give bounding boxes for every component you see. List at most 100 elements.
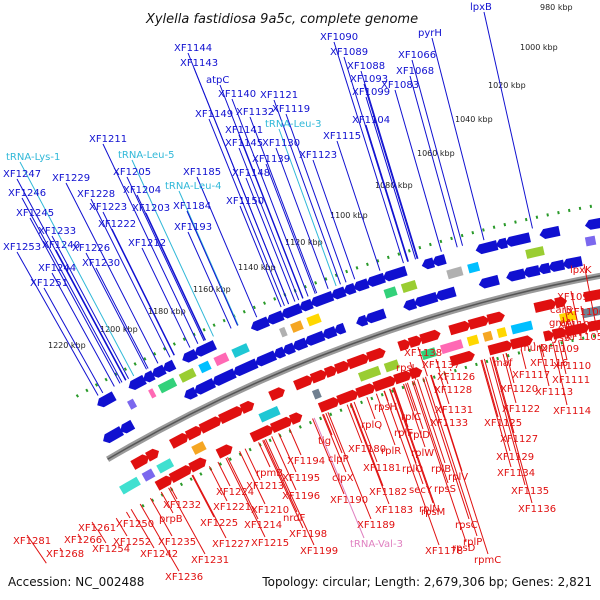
leader-top-10 [365,124,409,262]
leader-top-43 [111,228,175,356]
bottom-label-xf1268: XF1268 [46,549,84,560]
tick-label-4: 1060 kbp [417,149,455,158]
bottom-label-xf1114: XF1114 [553,406,591,417]
leader-top-8 [365,96,417,260]
leader-bottom-3 [580,305,588,335]
top-label-atpc: atpC [206,75,229,86]
leader-top-52 [43,287,104,394]
leader-bottom-57 [491,356,533,504]
backbone-core [107,275,600,460]
leader-bottom-88 [139,503,180,572]
bottom-label-trna-val-3: tRNA-Val-3 [350,539,403,550]
leader-bottom-85 [383,390,440,546]
leader-bottom-74 [411,380,467,543]
bottom-label-xf1125: XF1125 [484,418,522,429]
leader-bottom-4 [562,316,569,339]
top-label-xf1115: XF1115 [323,131,361,142]
leader-bottom-77 [192,474,227,539]
leader-top-51 [51,272,115,387]
top-label-xf1246: XF1246 [8,188,46,199]
leader-top-12 [312,159,356,280]
bottom-label-nrdf: nrdF [283,513,306,524]
leader-top-48 [141,247,191,348]
tick-label-12: 1220 kbp [48,341,86,350]
topology-text: Topology: circular; Length: 2,679,306 bp… [261,575,592,589]
bottom-label-rpln: rplN [419,504,440,515]
bottom-label-xf1281: XF1281 [13,536,51,547]
top-label-xf1253: XF1253 [3,242,41,253]
leader-bottom-76 [77,533,83,540]
bottom-label-xf1215: XF1215 [251,538,289,549]
top-label-trna-lys-1: tRNA-Lys-1 [6,152,60,163]
leader-bottom-69 [422,377,470,520]
leader-bottom-33 [322,413,333,436]
tick-label-2: 1020 kbp [488,81,526,90]
accession-text: Accession: NC_002488 [8,575,144,589]
forward-genes-inner [103,256,583,444]
leader-top-6 [360,70,419,259]
leader-bottom-86 [168,487,206,555]
bottom-label-tig: tig [318,436,331,447]
bottom-label-rpld: rplD [409,430,430,441]
leader-bottom-58 [169,486,178,500]
leader-bottom-15 [558,340,567,375]
leader-top-26 [245,177,296,302]
bottom-label-rpsc: rpsC [455,520,478,531]
bottom-label-rplw: rplW [411,448,434,459]
bottom-label-xf1095: XF1095 [557,292,595,303]
bottom-label-rpsh: rpsH [374,402,397,413]
top-label-xf1244: XF1244 [38,263,76,274]
leader-bottom-1 [570,290,581,336]
leader-bottom-19 [538,344,550,387]
top-label-xf1119: XF1119 [272,104,310,115]
bottom-label-xf1129: XF1129 [496,452,534,463]
top-label-xf1184: XF1184 [173,201,211,212]
tick-label-11: 1200 kbp [100,325,138,334]
leader-bottom-45 [258,442,271,468]
leader-bottom-53 [244,448,261,481]
leader-top-32 [239,205,282,308]
bottom-label-rpmb: rpmB [256,468,283,479]
leader-bottom-47 [322,414,347,473]
bottom-label-xf1252: XF1252 [113,537,151,548]
tick-label-9: 1160 kbp [193,285,231,294]
leader-top-4 [333,41,404,264]
forward-genes-track [97,217,600,408]
leader-bottom-28 [481,359,499,418]
leader-bottom-78 [225,457,266,538]
bottom-label-rpsd: rpsD [452,543,476,554]
map-title: Xylella fastidiosa 9a5c, complete genome [145,12,418,27]
bottom-label-rplo: rplO [402,464,423,475]
tick-label-1: 1000 kbp [520,43,558,52]
leader-bottom-50 [413,380,449,484]
bottom-label-xf1196: XF1196 [282,491,320,502]
bottom-label-xf1110: XF1110 [553,361,591,372]
bottom-label-xf1135: XF1135 [511,486,549,497]
leader-top-17 [193,67,290,305]
leader-bottom-61 [349,403,390,505]
leader-top-7 [363,83,418,259]
leader-bottom-66 [227,456,259,520]
leader-bottom-87 [430,374,489,555]
bottom-label-rpsm: rpsM [421,507,445,518]
bottom-label-xf1231: XF1231 [191,555,229,566]
leader-top-41 [186,210,239,326]
bottom-label-xf1182: XF1182 [369,487,407,498]
bottom-label-secy: secY [409,485,433,496]
leader-bottom-41 [288,428,302,456]
top-label-lpxb: lpxB [470,2,492,13]
leader-top-46 [55,249,127,381]
bottom-label-xf1111: XF1111 [552,375,590,386]
top-label-trna-leu-3: tRNA-Leu-3 [265,119,321,130]
leader-top-22 [238,134,304,299]
top-label-pyrh: pyrH [418,28,442,39]
leader-bottom-22 [438,372,450,405]
bottom-label-rplp: rplP [463,537,482,548]
top-label-xf1149: XF1149 [195,109,233,120]
top-label-xf1205: XF1205 [113,167,151,178]
top-label-xf1233: XF1233 [38,226,76,237]
leader-bottom-24 [552,341,568,406]
bottom-label-xf1137: XF1137 [422,360,460,371]
leader-bottom-34 [375,393,396,446]
